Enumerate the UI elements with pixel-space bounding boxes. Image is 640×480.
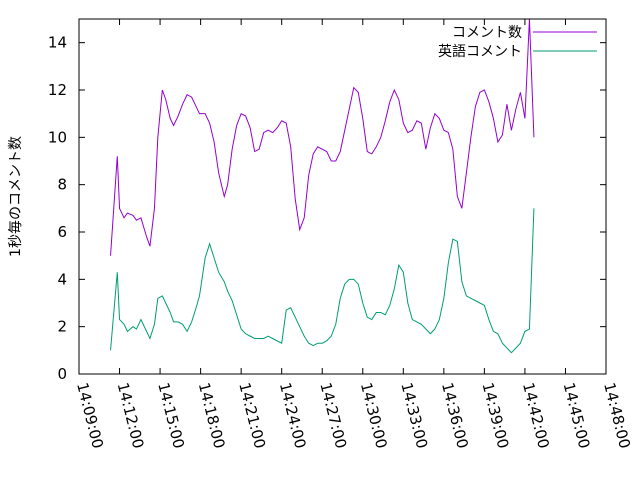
y-tick-labels: 0 2 4 6 8 10 12 14	[48, 34, 67, 383]
x-tick-label: 14:12:00	[114, 381, 148, 451]
x-tick-label: 14:15:00	[154, 381, 188, 451]
x-tick-label: 14:09:00	[73, 381, 107, 451]
x-tick-label: 14:24:00	[276, 381, 310, 451]
x-tick-label: 14:39:00	[479, 381, 513, 451]
y-tick-marks	[79, 42, 606, 375]
legend-label-2: 英語コメント	[438, 43, 522, 60]
x-tick-labels: 14:09:00 14:12:00 14:15:00 14:18:00 14:21:00…	[73, 381, 634, 451]
x-tick-label: 14:48:00	[600, 381, 634, 451]
series-line-2	[110, 208, 535, 354]
plot-frame	[78, 18, 607, 375]
x-tick-label: 14:45:00	[560, 381, 594, 451]
y-tick-label: 10	[48, 128, 67, 146]
x-tick-label: 14:33:00	[397, 381, 431, 451]
y-tick-label: 2	[57, 318, 67, 336]
y-tick-label: 4	[57, 270, 67, 288]
x-tick-label: 14:27:00	[316, 381, 350, 451]
x-tick-label: 14:36:00	[438, 381, 472, 451]
y-tick-label: 12	[48, 81, 67, 99]
x-tick-label: 14:42:00	[519, 381, 553, 451]
y-tick-label: 14	[48, 34, 67, 52]
y-tick-label: 6	[57, 223, 67, 241]
x-tick-label: 14:21:00	[235, 381, 269, 451]
x-tick-label: 14:18:00	[195, 381, 229, 451]
series-lines	[110, 18, 535, 354]
legend-label-1: コメント数	[452, 25, 522, 41]
y-tick-label: 8	[57, 176, 67, 194]
y-axis-title: 1秒毎のコメント数	[8, 136, 24, 257]
series-line-1	[110, 18, 535, 256]
x-tick-label: 14:30:00	[357, 381, 391, 451]
y-tick-label: 0	[57, 365, 67, 383]
